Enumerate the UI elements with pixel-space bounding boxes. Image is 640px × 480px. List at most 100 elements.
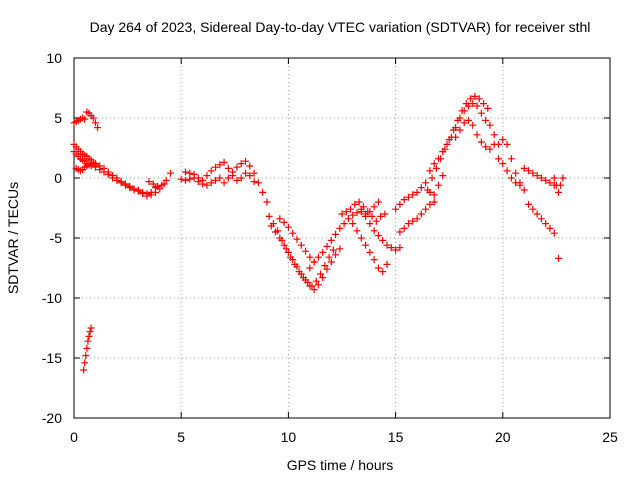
y-tick-label: -20 (42, 410, 62, 426)
data-point (464, 102, 472, 110)
data-point (190, 170, 198, 178)
data-point (139, 190, 147, 198)
grid (74, 58, 610, 418)
data-point (306, 253, 314, 261)
data-point (353, 209, 361, 217)
x-tick-label: 5 (177, 429, 185, 445)
data-point (83, 344, 91, 352)
data-point (306, 282, 314, 290)
x-tick-label: 20 (495, 429, 511, 445)
series-arc15 (349, 220, 391, 276)
data-point (428, 174, 436, 182)
data-point (377, 212, 385, 220)
data-point (280, 241, 288, 249)
data-point (520, 164, 528, 172)
data-point (439, 172, 447, 180)
series-arc14 (338, 198, 389, 225)
series-arc7 (145, 169, 174, 190)
data-point (246, 162, 254, 170)
data-point (355, 198, 363, 206)
data-point (368, 212, 376, 220)
data-point (400, 196, 408, 204)
data-point (229, 172, 237, 180)
data-point (471, 92, 479, 100)
y-tick-label: 0 (54, 170, 62, 186)
data-point (186, 175, 194, 183)
y-axis-label: SDTVAR / TECUs (5, 182, 21, 294)
data-point (276, 215, 284, 223)
data-point (550, 174, 558, 182)
data-point (460, 107, 468, 115)
y-tick-labels: -20 -15 -10 -5 0 5 10 (42, 50, 62, 426)
data-point (314, 281, 322, 289)
series-arc16 (357, 205, 404, 254)
data-point (512, 179, 520, 187)
data-point (233, 163, 241, 171)
data-point (486, 145, 494, 153)
data-point (533, 172, 541, 180)
data-point (542, 220, 550, 228)
data-point (432, 164, 440, 172)
data-point (555, 254, 563, 262)
x-tick-label: 15 (388, 429, 404, 445)
data-point (87, 324, 95, 332)
data-point (130, 186, 138, 194)
data-point (237, 174, 245, 182)
series-arc26 (550, 174, 567, 196)
data-point (546, 179, 554, 187)
data-point (381, 210, 389, 218)
axis-ticks (73, 57, 611, 419)
data-point (370, 256, 378, 264)
data-point (537, 174, 545, 182)
data-point (409, 217, 417, 225)
data-point (166, 169, 174, 177)
data-point (424, 186, 432, 194)
data-point (516, 181, 524, 189)
data-point (392, 246, 400, 254)
data-point (349, 211, 357, 219)
data-point (207, 167, 215, 175)
data-point (149, 180, 157, 188)
data-point (426, 167, 434, 175)
data-point (503, 140, 511, 148)
chart-title: Day 264 of 2023, Sidereal Day-to-day VTE… (90, 19, 591, 35)
data-point (259, 188, 267, 196)
x-tick-label: 10 (281, 429, 297, 445)
data-point (392, 205, 400, 213)
data-point (396, 228, 404, 236)
data-point (417, 210, 425, 218)
data-point (212, 163, 220, 171)
series-arc27 (555, 254, 563, 262)
series-arc9 (181, 158, 258, 186)
data-point (396, 244, 404, 252)
y-tick-label: -15 (42, 350, 62, 366)
data-point (430, 160, 438, 168)
data-point (387, 244, 395, 252)
series-arc6 (80, 324, 95, 374)
data-point (242, 157, 250, 165)
data-point (265, 212, 273, 220)
data-point (557, 181, 565, 189)
data-point (404, 220, 412, 228)
data-point (312, 277, 320, 285)
data-point (216, 174, 224, 182)
data-point (242, 169, 250, 177)
data-point (80, 366, 88, 374)
data-point (353, 227, 361, 235)
data-point (220, 179, 228, 187)
data-point (349, 220, 357, 228)
data-point (422, 205, 430, 213)
data-point (400, 224, 408, 232)
data-point (366, 248, 374, 256)
data-point (181, 168, 189, 176)
data-point (323, 265, 331, 273)
data-point (383, 260, 391, 268)
data-point (162, 176, 170, 184)
data-point (224, 164, 232, 172)
data-point (91, 161, 99, 169)
x-axis-label: GPS time / hours (287, 457, 394, 473)
series-arc11 (267, 222, 344, 294)
data-point (413, 188, 421, 196)
data-point (82, 352, 90, 360)
